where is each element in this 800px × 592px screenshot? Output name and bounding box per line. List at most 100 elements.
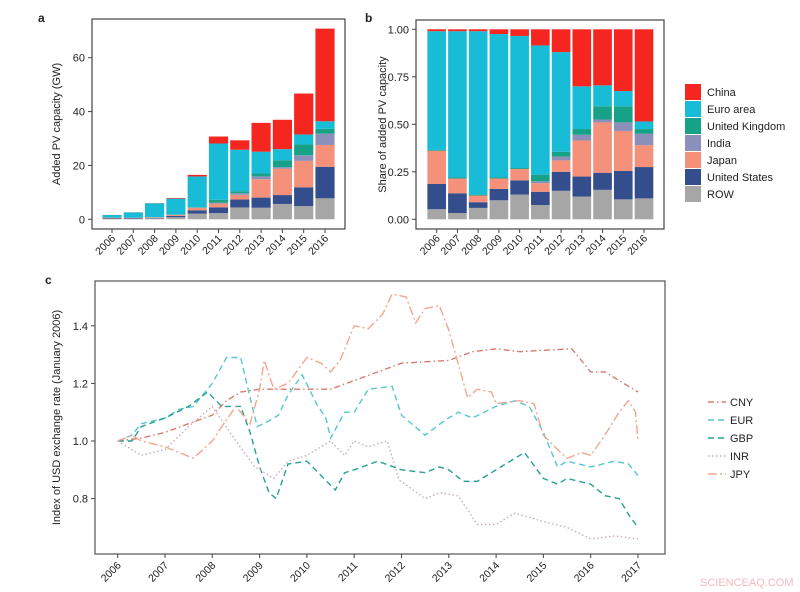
bar-euro-area-2011	[531, 45, 550, 175]
legend-label: United Kingdom	[707, 121, 785, 133]
watermark: SCIENCEAQ.COM	[700, 577, 794, 589]
bar-united-kingdom-2006	[427, 149, 447, 151]
bar-japan-2010	[510, 168, 529, 181]
bar-united-states-2008	[468, 202, 488, 208]
x-tick-label: 2009	[157, 233, 182, 258]
bar-china-2013	[572, 29, 592, 87]
y-axis-label: Added PV capacity (GW)	[51, 63, 63, 185]
bar-india-2014	[272, 167, 292, 169]
legend-swatch	[685, 118, 701, 134]
y-tick-label: 1.2	[73, 378, 88, 390]
bar-japan-2012	[230, 194, 250, 200]
legend-label: Euro area	[707, 104, 756, 116]
bar-india-2011	[531, 181, 550, 184]
bar-india-2012	[230, 193, 250, 195]
y-tick-label: 0.25	[388, 167, 409, 179]
bar-united-states-2009	[489, 188, 509, 201]
bar-japan-2008	[468, 195, 488, 203]
x-tick-label: 2008	[193, 560, 218, 585]
legend-label: GBP	[730, 433, 753, 445]
bar-euro-area-2008	[468, 31, 488, 195]
bar-united-states-2009	[166, 215, 186, 218]
bar-china-2006	[427, 29, 447, 32]
bar-united-kingdom-2013	[251, 173, 271, 177]
bar-euro-area-2009	[489, 34, 509, 178]
bar-united-kingdom-2016	[634, 129, 654, 134]
bar-japan-2009	[166, 214, 186, 216]
line-inr	[117, 405, 639, 540]
bar-united-kingdom-2011	[208, 199, 229, 203]
bar-india-2011	[208, 202, 229, 204]
y-tick-label: 1.4	[73, 321, 88, 333]
x-tick-label: 2015	[285, 233, 310, 258]
bar-united-states-2013	[572, 176, 592, 197]
x-tick-label: 2013	[242, 233, 267, 258]
legend-label: JPY	[730, 469, 751, 481]
y-axis-label: Share of added PV capacity	[377, 56, 389, 193]
bar-united-kingdom-2014	[272, 160, 292, 168]
bar-united-kingdom-2012	[551, 151, 571, 157]
bar-japan-2015	[294, 160, 314, 188]
bar-row-2010	[187, 213, 207, 220]
bar-row-2010	[510, 194, 529, 220]
legend-swatch	[685, 186, 701, 202]
x-tick-label: 2007	[114, 233, 139, 258]
x-tick-label: 2010	[501, 233, 526, 258]
bar-united-kingdom-2010	[510, 168, 529, 169]
bar-india-2016	[315, 133, 335, 145]
bar-euro-area-2016	[315, 121, 335, 129]
bar-japan-2015	[613, 130, 633, 171]
bar-euro-area-2013	[572, 86, 592, 130]
bar-united-states-2007	[448, 193, 467, 214]
bar-united-kingdom-2011	[531, 174, 550, 182]
bar-euro-area-2014	[272, 149, 292, 161]
panel-c-chart: 0.8 1.0 1.2 1.4 2006 2007 2008 2009 2010 2011 2012…	[51, 280, 666, 585]
x-tick-label: 2017	[619, 560, 644, 585]
bar-united-states-2010	[510, 180, 529, 195]
x-tick-label: 2014	[264, 233, 289, 258]
bar-united-kingdom-2016	[315, 128, 335, 134]
bar-euro-area-2007	[123, 212, 143, 218]
bar-japan-2013	[572, 140, 592, 177]
x-tick-label: 2010	[178, 233, 203, 258]
bar-united-states-2007	[123, 218, 143, 220]
bar-japan-2010	[187, 207, 207, 211]
bar-row-2009	[166, 217, 186, 220]
panel-label-c: c	[45, 273, 52, 287]
bar-united-states-2015	[294, 187, 314, 207]
x-tick-label: 2016	[572, 560, 597, 585]
x-tick-label: 2016	[625, 233, 650, 258]
bar-euro-area-2015	[613, 91, 633, 107]
y-axis-label: Index of USD exchange rate (January 2006…	[51, 310, 63, 525]
bar-united-states-2011	[531, 191, 550, 206]
bar-united-states-2015	[613, 170, 633, 200]
legend-label: United States	[707, 172, 774, 184]
bar-united-states-2006	[427, 183, 447, 210]
x-tick-label: 2015	[604, 233, 629, 258]
bar-japan-2007	[123, 217, 143, 219]
bar-india-2012	[551, 156, 571, 161]
bar-china-2014	[593, 29, 612, 86]
y-tick-label: 0.00	[388, 214, 409, 226]
bar-japan-2014	[593, 122, 612, 173]
bar-united-kingdom-2008	[468, 194, 488, 196]
line-gbp	[117, 391, 639, 528]
bar-euro-area-2012	[230, 149, 250, 192]
legend-swatch	[685, 135, 701, 151]
bar-china-2015	[294, 93, 314, 135]
bar-japan-2009	[489, 178, 509, 189]
line-jpy	[117, 293, 639, 460]
x-tick-label: 2008	[459, 233, 484, 258]
bar-euro-area-2008	[145, 203, 165, 218]
legend-label: EUR	[730, 415, 753, 427]
bar-euro-area-2006	[427, 31, 447, 150]
legend-label: CNY	[730, 397, 754, 409]
y-tick-label: 0.8	[73, 494, 88, 506]
bar-united-kingdom-2015	[613, 106, 633, 123]
x-tick-label: 2011	[200, 233, 225, 258]
bar-row-2008	[468, 207, 488, 220]
bar-euro-area-2006	[102, 215, 122, 218]
bar-united-states-2013	[251, 197, 271, 208]
bar-india-2015	[613, 122, 633, 131]
x-tick-label: 2011	[336, 560, 361, 585]
